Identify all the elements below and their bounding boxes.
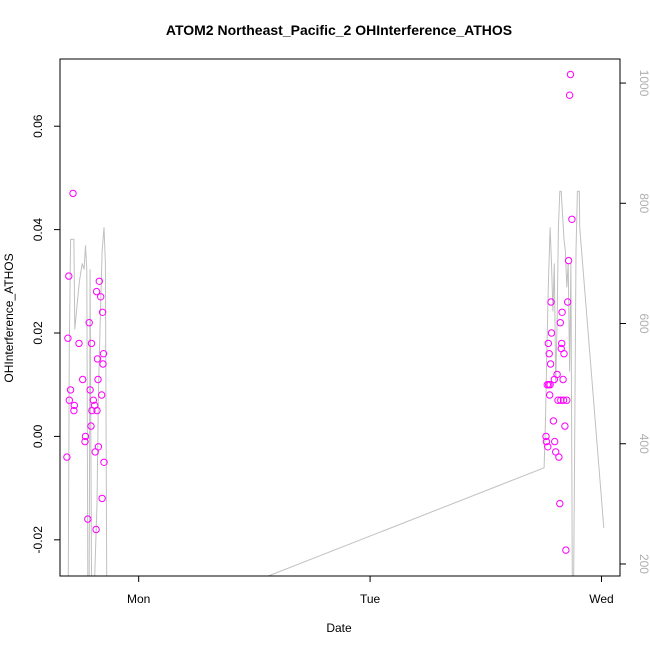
plot-frame	[59, 58, 621, 577]
data-point	[95, 277, 104, 285]
data-point	[98, 391, 106, 399]
y2-tick-label: 800	[637, 193, 650, 213]
x-tick-label: Mon	[127, 592, 150, 606]
y-axis-label: OHInterference_ATHOS	[2, 253, 16, 382]
data-point	[549, 417, 558, 425]
data-point	[558, 339, 566, 348]
data-point	[92, 525, 100, 534]
plot-layer: -0.02 0.00 0.02 0.04 0.06 200 400 600 800 1000 Mon…	[31, 58, 650, 606]
x-axis-label: Date	[326, 621, 352, 635]
data-point	[79, 375, 87, 384]
data-point	[564, 298, 572, 306]
y2-tick-label: 200	[637, 554, 650, 574]
data-point	[553, 370, 561, 379]
data-point	[542, 432, 550, 441]
data-point	[99, 360, 107, 368]
data-point	[69, 189, 77, 198]
data-point	[568, 215, 576, 224]
data-point	[560, 350, 568, 358]
y-tick-label: 0.04	[31, 218, 45, 242]
data-point	[545, 350, 553, 358]
data-point	[563, 396, 571, 404]
data-point	[97, 293, 105, 301]
data-point	[98, 308, 107, 316]
data-point	[70, 406, 78, 415]
data-point	[558, 308, 566, 316]
data-point	[94, 375, 102, 384]
data-point	[100, 458, 108, 466]
y2-tick-label: 400	[637, 434, 650, 454]
data-point	[544, 339, 552, 348]
data-point	[559, 396, 568, 404]
data-point	[555, 453, 563, 461]
data-point	[92, 287, 101, 296]
data-point	[84, 515, 92, 523]
y2-tick-label: 600	[637, 313, 650, 333]
data-point	[87, 339, 96, 348]
chart-title: ATOM2 Northeast_Pacific_2 OHInterference…	[166, 22, 512, 38]
data-point	[546, 381, 554, 389]
data-point	[566, 70, 575, 79]
x-tick-label: Wed	[589, 592, 613, 606]
data-point	[551, 437, 559, 446]
data-point	[542, 437, 551, 446]
data-point	[89, 396, 98, 404]
x-tick-label: Tue	[360, 592, 381, 606]
data-point	[91, 448, 99, 456]
y-tick-label: -0.02	[31, 526, 45, 554]
data-point	[98, 494, 106, 503]
data-point	[70, 401, 79, 410]
data-point	[552, 448, 560, 456]
data-point	[564, 256, 573, 265]
data-point	[86, 386, 94, 394]
data-point	[85, 319, 93, 327]
data-point	[559, 375, 567, 384]
data-point	[561, 422, 569, 430]
y-tick-label: 0.06	[31, 114, 45, 138]
data-point	[81, 437, 89, 446]
y-tick-label: 0.02	[31, 321, 45, 345]
data-point	[556, 499, 564, 508]
series-line	[66, 190, 605, 576]
y2-tick-label: 1000	[637, 70, 650, 97]
data-point	[565, 91, 574, 99]
y-tick-label: 0.00	[31, 424, 45, 448]
data-point	[546, 391, 554, 399]
data-point	[93, 355, 102, 363]
data-point	[556, 319, 564, 327]
data-point	[66, 386, 75, 394]
data-point	[64, 334, 72, 342]
data-point	[65, 272, 73, 280]
data-point	[562, 546, 570, 554]
data-point	[547, 329, 556, 337]
data-point	[65, 396, 74, 404]
data-point	[87, 422, 95, 430]
data-point	[546, 360, 555, 368]
data-point	[81, 432, 90, 441]
data-point	[75, 339, 83, 348]
data-point	[544, 443, 552, 451]
data-point	[99, 350, 108, 358]
data-point	[554, 396, 562, 404]
data-point	[93, 406, 101, 415]
data-point	[94, 443, 103, 451]
data-point	[63, 453, 71, 461]
data-point	[547, 298, 555, 306]
